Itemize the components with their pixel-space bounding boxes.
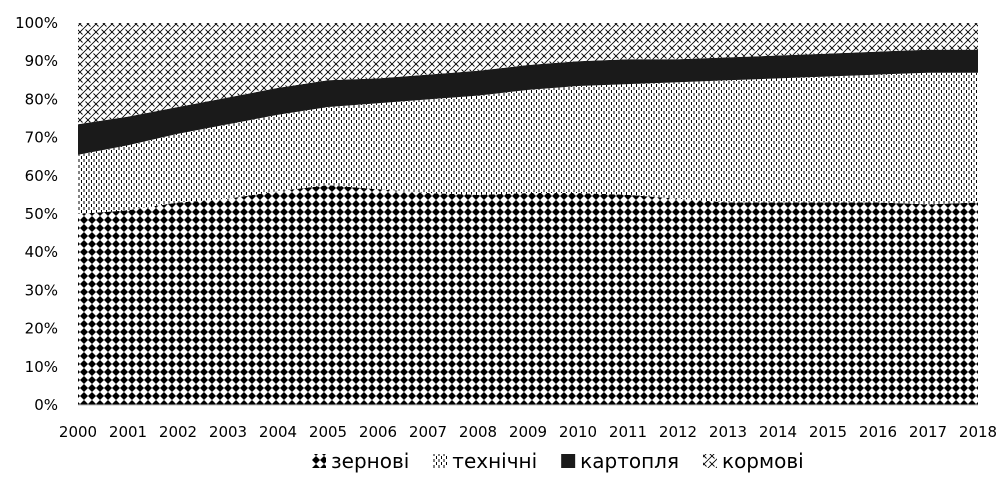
axes-layer: 0% 10% 20% 30% 40% 50% 60% 70% 80% 90% 100% 2000 200… bbox=[15, 14, 997, 441]
x-tick-label: 2011 bbox=[609, 423, 647, 441]
areas-layer bbox=[78, 23, 978, 405]
x-tick-label: 2016 bbox=[859, 423, 897, 441]
x-tick-label: 2003 bbox=[209, 423, 247, 441]
y-tick-label: 10% bbox=[25, 358, 58, 376]
area-series-diagonal-cross bbox=[78, 23, 978, 125]
x-tick-label: 2014 bbox=[759, 423, 797, 441]
x-tick-label: 2009 bbox=[509, 423, 547, 441]
legend-label-diamond-grid: зернові bbox=[331, 449, 409, 473]
x-tick-label: 2004 bbox=[259, 423, 297, 441]
area-series-diamond-grid bbox=[78, 185, 978, 405]
area-series-solid bbox=[78, 49, 978, 155]
x-tick-label: 2010 bbox=[559, 423, 597, 441]
y-tick-label: 60% bbox=[25, 167, 58, 185]
x-tick-label: 2008 bbox=[459, 423, 497, 441]
x-tick-label: 2013 bbox=[709, 423, 747, 441]
legend-label-vertical-dash: технічні bbox=[452, 449, 537, 473]
legend-swatch-vertical-dash bbox=[433, 454, 448, 468]
legend: зернові технічні картопля кормові bbox=[312, 449, 804, 473]
legend-label-solid: картопля bbox=[580, 449, 679, 473]
x-tick-label: 2015 bbox=[809, 423, 847, 441]
x-tick-label: 2006 bbox=[359, 423, 397, 441]
y-tick-label: 70% bbox=[25, 129, 58, 147]
y-tick-label: 50% bbox=[25, 205, 58, 223]
legend-label-diagonal-cross: кормові bbox=[722, 449, 804, 473]
x-tick-label: 2001 bbox=[109, 423, 147, 441]
x-tick-label: 2017 bbox=[909, 423, 947, 441]
legend-swatch-diamond-grid bbox=[312, 454, 326, 468]
y-tick-label: 30% bbox=[25, 281, 58, 299]
y-tick-label: 40% bbox=[25, 243, 58, 261]
y-tick-label: 100% bbox=[15, 14, 58, 32]
y-tick-label: 0% bbox=[34, 396, 58, 414]
legend-swatch-solid bbox=[561, 454, 576, 468]
y-tick-label: 80% bbox=[25, 90, 58, 108]
area-series-vertical-dash bbox=[78, 72, 978, 214]
x-tick-label: 2000 bbox=[59, 423, 97, 441]
x-tick-label: 2018 bbox=[959, 423, 997, 441]
x-tick-label: 2007 bbox=[409, 423, 447, 441]
legend-swatch-diagonal-cross bbox=[702, 454, 717, 468]
y-tick-label: 20% bbox=[25, 320, 58, 338]
y-tick-label: 90% bbox=[25, 52, 58, 70]
x-tick-label: 2005 bbox=[309, 423, 347, 441]
x-tick-label: 2002 bbox=[159, 423, 197, 441]
x-tick-label: 2012 bbox=[659, 423, 697, 441]
